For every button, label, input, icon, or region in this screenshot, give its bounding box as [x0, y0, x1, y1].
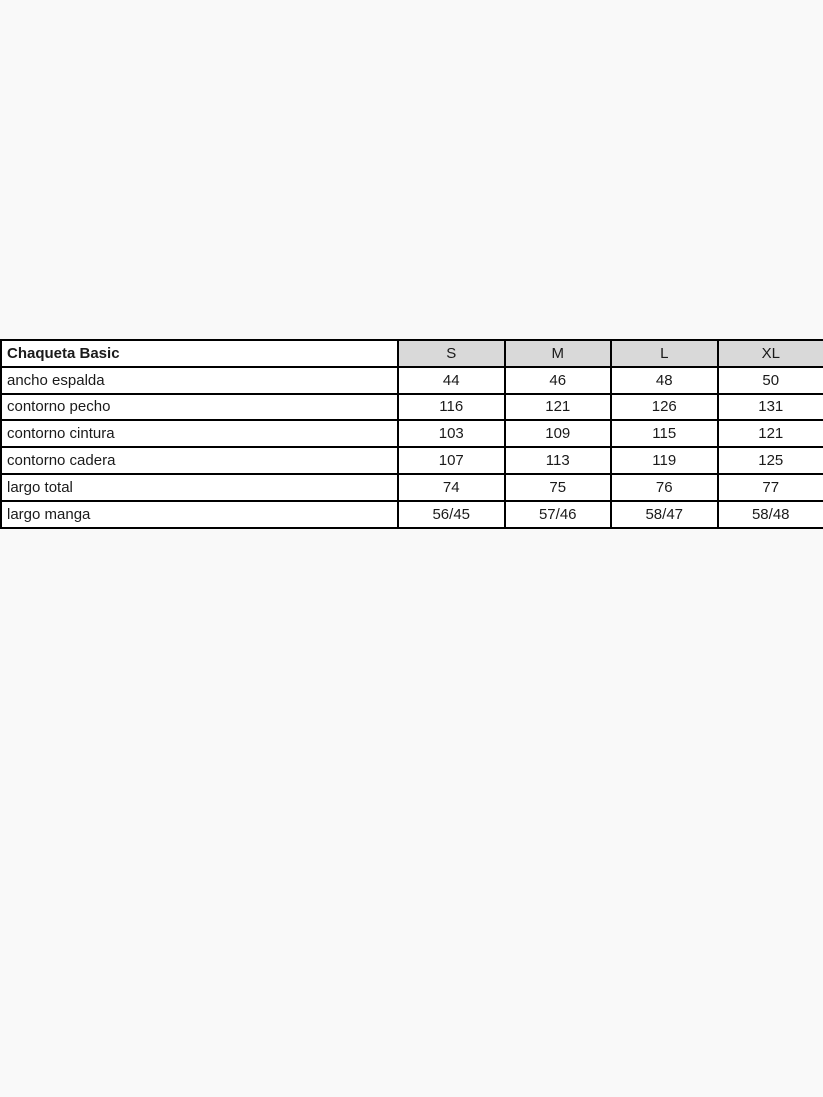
cell-value: 58/48: [716, 499, 823, 529]
column-header-s: S: [397, 339, 506, 368]
table-row: contorno cadera 107 113 119 125: [0, 446, 823, 475]
row-label: contorno pecho: [0, 392, 399, 422]
cell-value: 107: [397, 446, 506, 475]
cell-value: 125: [716, 446, 823, 475]
row-label: largo total: [0, 472, 399, 502]
cell-value: 50: [716, 365, 823, 395]
cell-value: 121: [716, 419, 823, 449]
table-row: largo total 74 75 76 77: [0, 472, 823, 502]
cell-value: 75: [503, 472, 612, 502]
cell-value: 103: [397, 419, 506, 449]
cell-value: 116: [397, 392, 506, 422]
cell-value: 74: [397, 472, 506, 502]
table-title: Chaqueta Basic: [0, 339, 399, 368]
table-row: contorno cintura 103 109 115 121: [0, 419, 823, 449]
cell-value: 57/46: [503, 499, 612, 529]
cell-value: 131: [716, 392, 823, 422]
cell-value: 119: [610, 446, 719, 475]
row-label: contorno cintura: [0, 419, 399, 449]
header-row: Chaqueta Basic S M L XL: [0, 339, 823, 368]
size-chart-table: Chaqueta Basic S M L XL ancho espalda 44…: [0, 339, 823, 529]
row-label: contorno cadera: [0, 446, 399, 475]
cell-value: 109: [503, 419, 612, 449]
table-row: contorno pecho 116 121 126 131: [0, 392, 823, 422]
cell-value: 58/47: [610, 499, 719, 529]
column-header-l: L: [610, 339, 719, 368]
cell-value: 44: [397, 365, 506, 395]
cell-value: 46: [503, 365, 612, 395]
cell-value: 76: [610, 472, 719, 502]
column-header-xl: XL: [716, 339, 823, 368]
row-label: largo manga: [0, 499, 399, 529]
table-row: largo manga 56/45 57/46 58/47 58/48: [0, 499, 823, 529]
row-label: ancho espalda: [0, 365, 399, 395]
table-row: ancho espalda 44 46 48 50: [0, 365, 823, 395]
cell-value: 113: [503, 446, 612, 475]
cell-value: 77: [716, 472, 823, 502]
cell-value: 48: [610, 365, 719, 395]
cell-value: 115: [610, 419, 719, 449]
cell-value: 121: [503, 392, 612, 422]
column-header-m: M: [503, 339, 612, 368]
cell-value: 126: [610, 392, 719, 422]
cell-value: 56/45: [397, 499, 506, 529]
